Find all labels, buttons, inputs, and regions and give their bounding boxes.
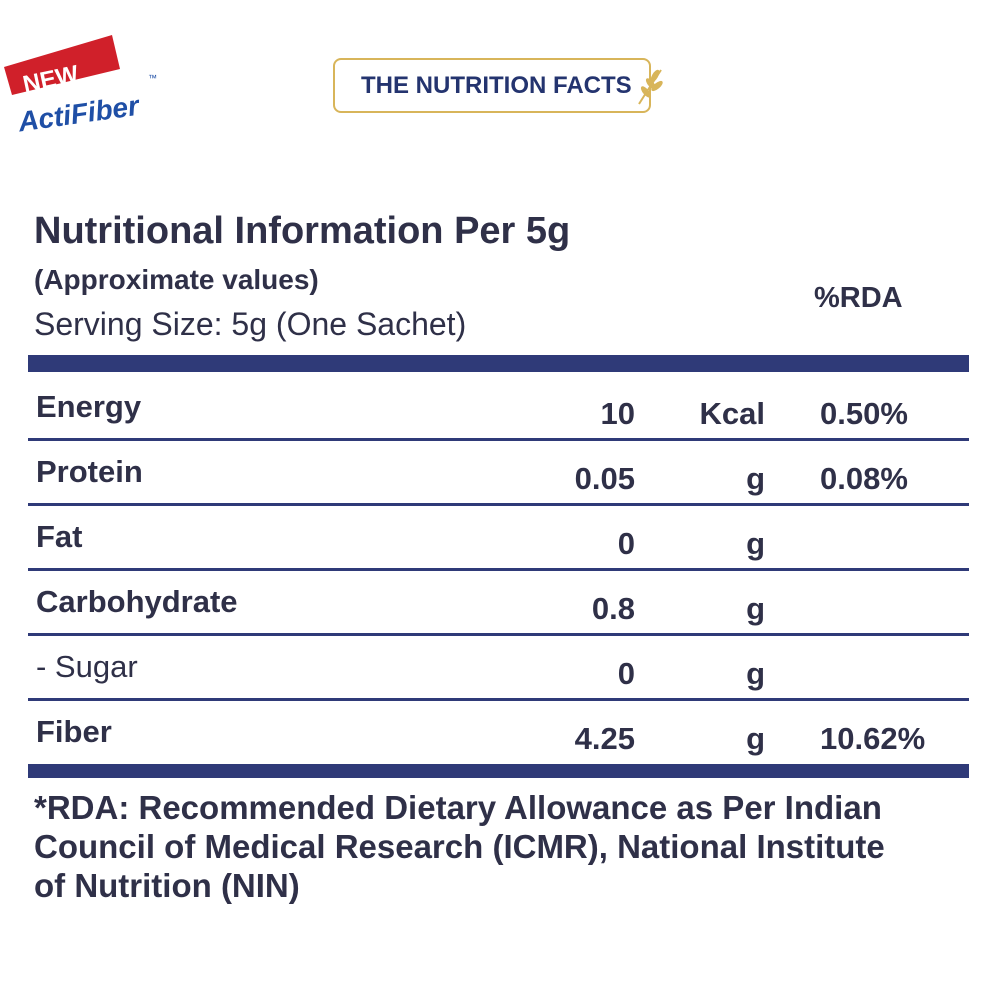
- rda-header: %RDA: [814, 282, 903, 314]
- row-amount: 10: [600, 396, 635, 431]
- table-bottom-bar: [28, 764, 969, 778]
- row-unit: g: [746, 721, 765, 756]
- row-separator: [28, 438, 969, 441]
- row-name: Fat: [36, 519, 83, 554]
- table-top-bar: [28, 355, 969, 372]
- row-name: - Sugar: [36, 649, 138, 684]
- wheat-icon: [638, 69, 663, 105]
- row-name: Protein: [36, 454, 143, 489]
- row-amount: 4.25: [574, 721, 635, 756]
- header-badge: THE NUTRITION FACTS: [333, 58, 663, 113]
- row-amount: 0: [617, 656, 635, 691]
- panel-title: Nutritional Information Per 5g: [34, 210, 571, 252]
- panel-subtitle: (Approximate values): [34, 264, 319, 295]
- logo-trademark: ™: [148, 73, 157, 83]
- logo-ribbon: [4, 35, 120, 95]
- row-unit: g: [746, 461, 765, 496]
- row-separator: [28, 568, 969, 571]
- row-unit: g: [746, 526, 765, 561]
- row-unit: g: [746, 591, 765, 626]
- row-rda: 0.08%: [820, 461, 908, 496]
- row-amount: 0.05: [574, 461, 635, 496]
- row-name: Energy: [36, 389, 142, 424]
- row-unit: g: [746, 656, 765, 691]
- row-rda: 10.62%: [820, 721, 926, 756]
- row-separator: [28, 633, 969, 636]
- row-separator: [28, 698, 969, 701]
- row-amount: 0.8: [591, 591, 635, 626]
- logo: NEW ActiFiber ™: [4, 35, 157, 135]
- row-rda: 0.50%: [820, 396, 908, 431]
- row-amount: 0: [617, 526, 635, 561]
- serving-size: Serving Size: 5g (One Sachet): [34, 306, 467, 342]
- row-name: Fiber: [36, 714, 112, 749]
- row-name: Carbohydrate: [36, 584, 238, 619]
- row-separator: [28, 503, 969, 506]
- header-title: THE NUTRITION FACTS: [361, 72, 632, 99]
- footnote: *RDA: Recommended Dietary Allowance as P…: [34, 789, 885, 904]
- row-unit: Kcal: [699, 396, 765, 431]
